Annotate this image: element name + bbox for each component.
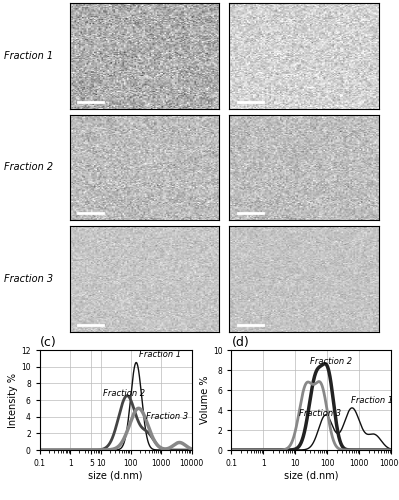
Text: Fraction 2: Fraction 2 xyxy=(310,357,352,366)
Text: Fraction 2: Fraction 2 xyxy=(4,162,53,172)
Y-axis label: Intensity %: Intensity % xyxy=(8,372,18,428)
Text: Fraction 1: Fraction 1 xyxy=(4,51,53,61)
Y-axis label: Volume %: Volume % xyxy=(200,376,210,424)
Title: (a): (a) xyxy=(136,0,153,2)
Text: (d): (d) xyxy=(231,336,249,349)
Text: Fraction 2: Fraction 2 xyxy=(103,388,145,398)
Text: Fraction 3: Fraction 3 xyxy=(146,412,188,421)
Text: Fraction 1: Fraction 1 xyxy=(138,350,181,359)
Text: (c): (c) xyxy=(40,336,57,349)
X-axis label: size (d.nm): size (d.nm) xyxy=(284,471,338,481)
X-axis label: size (d.nm): size (d.nm) xyxy=(89,471,143,481)
Title: (b): (b) xyxy=(295,0,313,2)
Text: Fraction 1: Fraction 1 xyxy=(351,396,393,405)
Text: Fraction 3: Fraction 3 xyxy=(299,409,341,418)
Text: Fraction 3: Fraction 3 xyxy=(4,274,53,284)
